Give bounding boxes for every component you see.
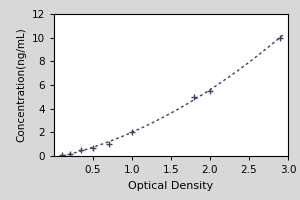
Y-axis label: Concentration(ng/mL): Concentration(ng/mL) (16, 28, 26, 142)
X-axis label: Optical Density: Optical Density (128, 181, 214, 191)
